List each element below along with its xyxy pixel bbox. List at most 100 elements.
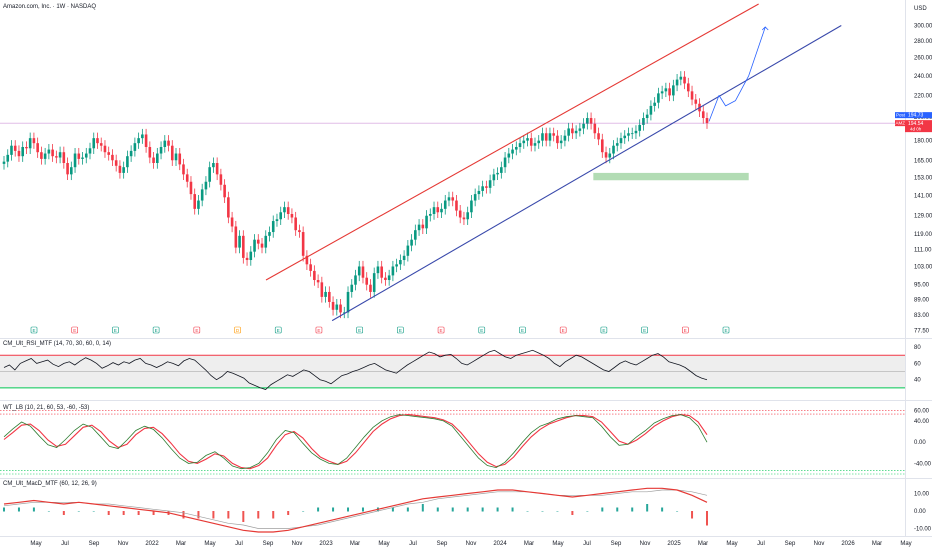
candle — [118, 160, 122, 179]
candle — [84, 147, 88, 164]
candle — [372, 267, 376, 298]
marker-letter: E — [358, 328, 361, 333]
macd-histogram-bar — [182, 511, 185, 519]
x-tick-label: May — [552, 541, 563, 547]
candle — [316, 274, 320, 289]
candle-body — [563, 135, 567, 141]
candle — [126, 150, 129, 173]
candle — [62, 146, 66, 169]
candle-body — [137, 138, 140, 144]
macd-histogram-bar — [242, 511, 245, 522]
candle-body — [309, 264, 312, 271]
x-tick-label: May — [378, 541, 389, 547]
candle — [675, 74, 679, 92]
wt-tick-label: -40.00 — [914, 461, 932, 467]
candle-body — [212, 163, 215, 168]
support-zone — [593, 172, 749, 181]
candle-body — [167, 140, 170, 146]
candle-body — [402, 255, 406, 261]
candle — [705, 112, 709, 129]
macd-histogram-bar — [496, 507, 499, 512]
price-pane[interactable] — [0, 71, 905, 319]
candle-body — [694, 99, 698, 104]
last-tag: AMZN — [896, 121, 909, 126]
marker-letter: E — [480, 328, 483, 333]
price-tick-label: 111.00 — [914, 248, 932, 254]
macd-histogram-bar — [601, 507, 604, 512]
trend-channel[interactable] — [265, 3, 842, 322]
marker-letter: E — [562, 328, 565, 333]
candle — [73, 147, 77, 173]
macd-histogram-bar — [302, 511, 305, 512]
macd-histogram-bar — [32, 507, 35, 512]
candle-body — [503, 157, 507, 168]
candle — [96, 132, 99, 149]
price-tick-label: 153.00 — [914, 175, 932, 181]
candle-body — [701, 111, 705, 119]
candle — [417, 219, 421, 236]
marker-box — [600, 326, 608, 334]
candle-body — [152, 157, 155, 164]
candle-body — [249, 251, 253, 261]
candle-body — [350, 284, 354, 292]
projection-path[interactable] — [708, 26, 769, 122]
earnings-marker: E — [437, 326, 445, 334]
earnings-marker: E — [112, 326, 119, 334]
candle — [447, 191, 451, 207]
candle-body — [204, 181, 208, 190]
candle — [227, 191, 230, 224]
candle — [174, 147, 178, 166]
x-tick-label: Jul — [583, 541, 591, 547]
x-tick-label: Mar — [176, 541, 186, 547]
candle — [21, 141, 24, 162]
x-tick-label: 2022 — [145, 541, 159, 547]
candle — [219, 168, 223, 191]
candle — [242, 230, 245, 264]
candle-body — [66, 163, 69, 175]
candle-body — [245, 257, 249, 261]
candle — [552, 127, 555, 142]
wt-tick-label: 40.00 — [914, 419, 930, 425]
candle — [328, 286, 331, 308]
candle-body — [567, 128, 570, 136]
candle — [339, 298, 342, 319]
candle-body — [417, 224, 421, 231]
candle — [485, 180, 488, 194]
candle-body — [200, 189, 204, 201]
candle-body — [335, 304, 339, 310]
candle — [541, 127, 544, 147]
marker-letter: E — [724, 328, 727, 333]
rsi-title: CM_Ult_RSI_MTF (14, 70, 30, 60, 0, 14) — [3, 341, 112, 347]
candle — [2, 156, 6, 170]
x-tick-label: 2023 — [319, 541, 333, 547]
candle — [473, 188, 477, 207]
candle — [503, 151, 507, 173]
macd-pane[interactable] — [3, 487, 708, 533]
candle-body — [133, 143, 137, 151]
rsi-pane[interactable] — [0, 349, 905, 390]
earnings-marker: E — [356, 326, 363, 334]
candle-body — [600, 139, 604, 153]
candle-body — [672, 85, 675, 96]
macd-histogram-bar — [571, 511, 574, 515]
candle — [144, 128, 148, 153]
candle-body — [436, 207, 440, 213]
macd-histogram-bar — [706, 511, 708, 526]
macd-histogram-bar — [466, 507, 469, 512]
candle-body — [77, 153, 81, 159]
candle-body — [440, 208, 443, 213]
price-tick-label: 103.00 — [914, 264, 932, 270]
wt-tick-label: 0.00 — [914, 440, 926, 446]
macd-histogram-bar — [227, 511, 230, 519]
candle — [369, 279, 372, 298]
candle-body — [473, 194, 477, 201]
candle-body — [342, 312, 346, 314]
wavetrend-pane[interactable] — [0, 410, 905, 475]
price-tick-label: 129.00 — [914, 214, 932, 220]
candle — [436, 201, 440, 218]
candle — [275, 213, 279, 227]
candle-body — [481, 186, 484, 191]
candle-body — [17, 150, 21, 157]
